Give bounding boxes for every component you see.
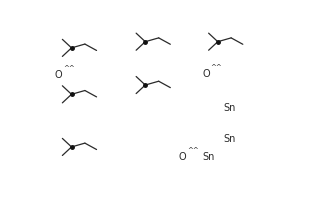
Text: Sn: Sn (223, 102, 235, 112)
Text: O: O (202, 68, 210, 78)
Text: ^^: ^^ (187, 147, 199, 152)
Text: ^^: ^^ (63, 65, 75, 71)
Text: Sn: Sn (223, 134, 235, 144)
Text: Sn: Sn (202, 151, 215, 161)
Text: O: O (55, 70, 62, 80)
Text: O: O (179, 151, 187, 161)
Text: ^^: ^^ (210, 63, 222, 69)
